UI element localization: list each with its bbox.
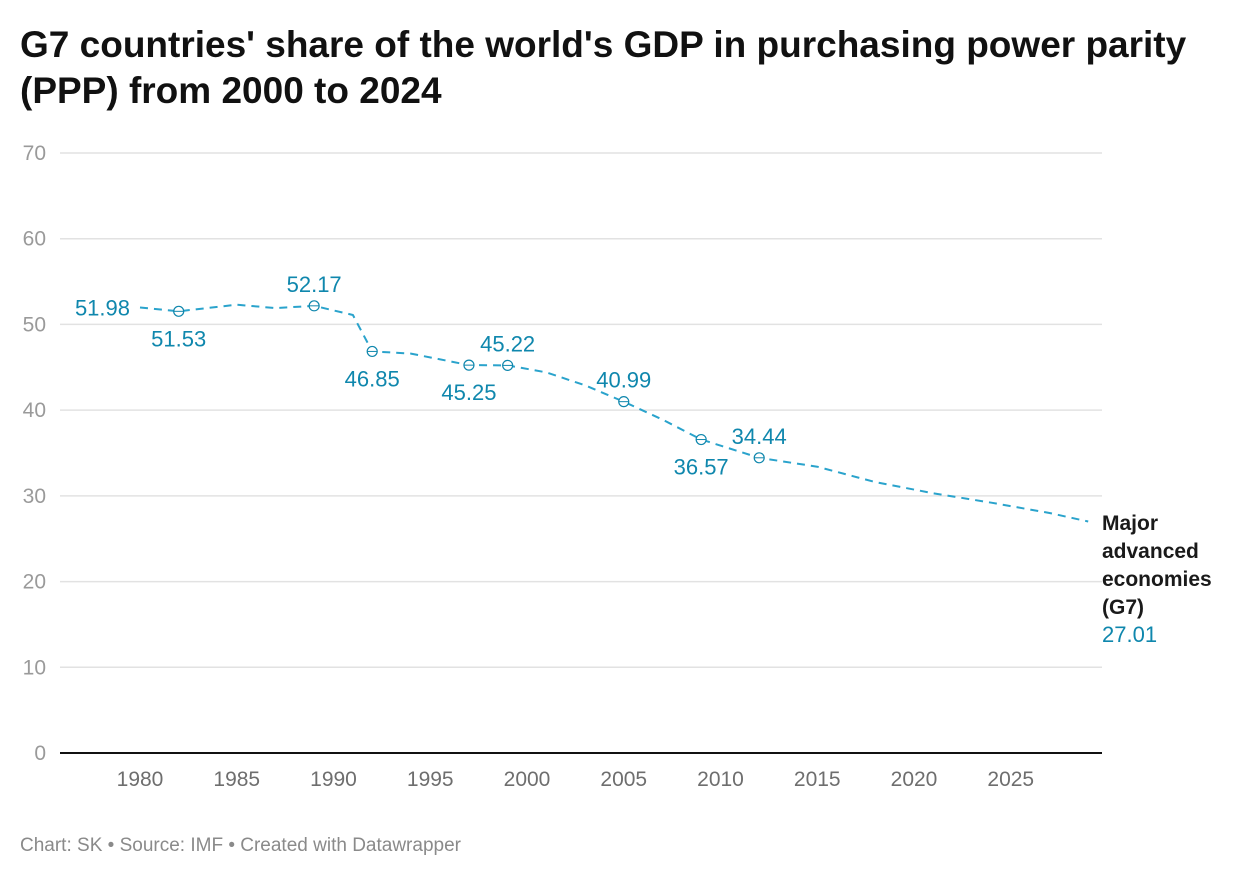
x-tick-label: 1990: [310, 768, 357, 791]
y-tick-label: 60: [23, 228, 46, 251]
y-tick-label: 70: [23, 142, 46, 165]
x-axis-ticks: 1980 1985 1990 1995 2000 2005 2010 2015 2020 2025: [117, 768, 1034, 791]
chart-footer: Chart: SK • Source: IMF • Created with D…: [20, 835, 461, 856]
series-name-label: economies: [1102, 568, 1212, 591]
series-name-label: (G7): [1102, 596, 1144, 619]
x-tick-label: 2010: [697, 768, 744, 791]
y-tick-label: 40: [23, 399, 46, 422]
chart-title: G7 countries' share of the world's GDP i…: [20, 24, 1187, 111]
data-point-label: 51.98: [75, 295, 130, 320]
gridlines: [60, 152, 1102, 754]
x-tick-label: 2025: [987, 768, 1034, 791]
series-name-label: advanced: [1102, 540, 1199, 563]
y-tick-label: 50: [23, 313, 46, 336]
x-tick-label: 2020: [891, 768, 938, 791]
data-point-label: 51.53: [151, 326, 206, 351]
data-point-label: 46.85: [345, 366, 400, 391]
y-tick-label: 10: [23, 656, 46, 679]
data-point-label: 52.17: [287, 272, 342, 297]
point-labels: 51.98 51.53 52.17 46.85 45.25 45.22 40.99 36.57…: [75, 272, 787, 480]
y-axis-ticks: 0 10 20 30 40 50 60 70: [23, 142, 46, 765]
series-name-label: Major: [1102, 512, 1158, 535]
series-line: [139, 303, 1089, 523]
y-tick-label: 20: [23, 571, 46, 594]
x-tick-label: 1995: [407, 768, 454, 791]
data-point-label: 40.99: [596, 368, 651, 393]
data-point-label: 34.44: [732, 424, 787, 449]
x-tick-label: 1985: [213, 768, 260, 791]
data-point-label: 45.25: [441, 380, 496, 405]
y-tick-label: 30: [23, 485, 46, 508]
y-tick-label: 0: [34, 742, 46, 765]
series-end-label: Major advanced economies (G7) 27.01: [1102, 512, 1212, 647]
x-tick-label: 1980: [117, 768, 164, 791]
series-end-value: 27.01: [1102, 622, 1157, 647]
x-tick-label: 2005: [600, 768, 647, 791]
data-point-label: 45.22: [480, 331, 535, 356]
x-tick-label: 2000: [504, 768, 551, 791]
x-tick-label: 2015: [794, 768, 841, 791]
series-layer: [139, 300, 1089, 523]
data-point-label: 36.57: [674, 455, 729, 480]
